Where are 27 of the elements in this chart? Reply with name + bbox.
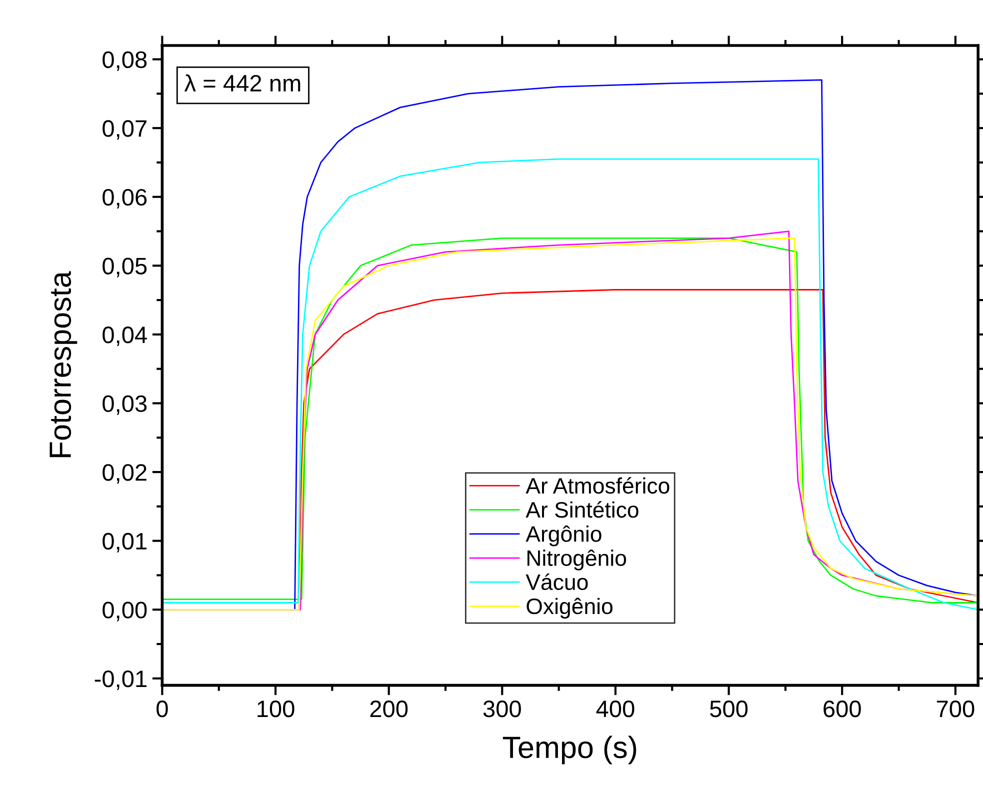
legend-label: Ar Sintético (526, 501, 638, 518)
y-tick-label: 0,07 (102, 120, 146, 140)
y-tick-label: -0,01 (94, 670, 146, 690)
legend-label: Oxigênio (526, 598, 612, 619)
x-axis-title: Tempo (s) (502, 736, 636, 764)
y-tick-label: 0,06 (102, 188, 147, 208)
y-tick-label: 0,05 (102, 258, 147, 278)
x-tick-label: 700 (936, 700, 974, 718)
legend-label: Vácuo (526, 573, 588, 590)
y-tick-label: 0,04 (102, 326, 147, 346)
x-tick-label: 200 (370, 700, 408, 718)
x-tick-label: 500 (710, 700, 748, 718)
x-tick-label: 600 (824, 700, 861, 718)
y-tick-label: 0,03 (102, 395, 147, 415)
x-tick-label: 400 (596, 700, 634, 718)
legend-label: Ar Atmosférico (526, 477, 670, 494)
x-tick-label: 100 (258, 700, 294, 718)
y-tick-label: 0,01 (102, 532, 146, 552)
y-axis-title: Fotorresposta (50, 271, 78, 458)
x-tick-label: 0 (156, 700, 168, 718)
annotation: λ = 442 nm (184, 74, 300, 92)
y-tick-label: 0,00 (102, 602, 147, 622)
legend-label: Nitrogênio (528, 550, 626, 570)
legend-label: Argônio (526, 525, 602, 546)
x-tick-label: 300 (483, 700, 521, 718)
y-tick-label: 0,02 (102, 464, 146, 484)
y-tick-label: 0,08 (102, 51, 147, 71)
